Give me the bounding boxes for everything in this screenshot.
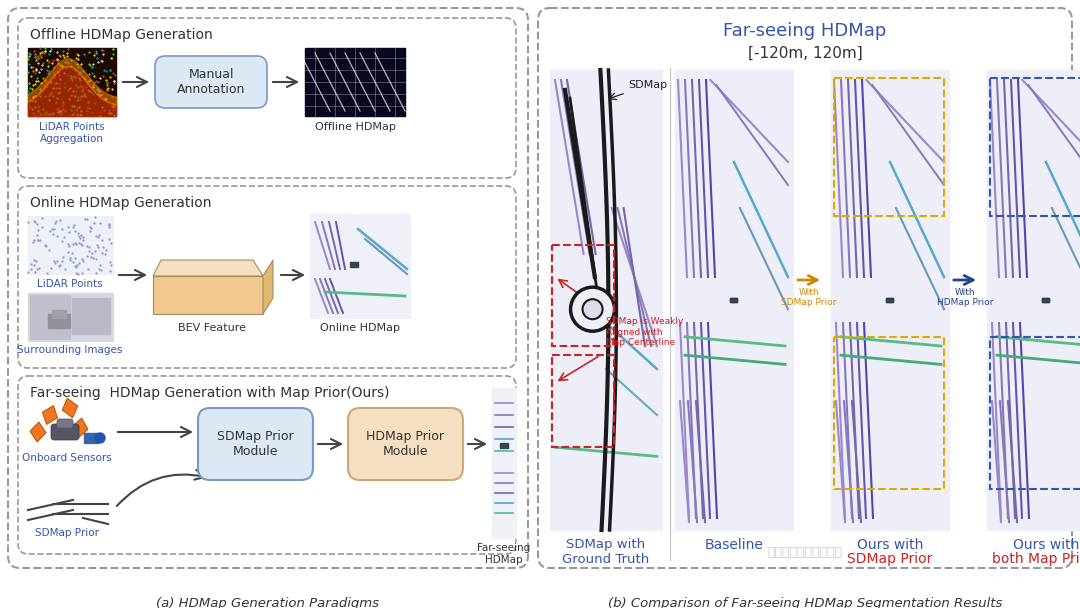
FancyBboxPatch shape — [538, 8, 1072, 568]
FancyBboxPatch shape — [198, 408, 313, 480]
FancyBboxPatch shape — [57, 419, 73, 428]
Text: 公众号：自动驾驶之心: 公众号：自动驾驶之心 — [768, 546, 842, 559]
Bar — [552, 245, 613, 346]
Bar — [28, 216, 113, 274]
Bar — [72, 298, 110, 334]
Text: both Map Priors: both Map Priors — [991, 552, 1080, 566]
Bar — [552, 355, 613, 447]
Text: Ours with: Ours with — [856, 538, 923, 552]
Bar — [500, 443, 508, 448]
Circle shape — [95, 433, 105, 443]
Text: HDMap Prior
Module: HDMap Prior Module — [366, 430, 444, 458]
FancyBboxPatch shape — [886, 298, 894, 303]
Polygon shape — [72, 418, 87, 438]
Text: (b) Comparison of Far-seeing HDMap Segmentation Results: (b) Comparison of Far-seeing HDMap Segme… — [608, 597, 1002, 608]
Circle shape — [570, 287, 615, 331]
Text: With
HDMap Prior: With HDMap Prior — [936, 288, 994, 308]
Bar — [550, 70, 662, 530]
Text: Surrounding Images: Surrounding Images — [17, 345, 123, 355]
Text: Far-seeing HDMap: Far-seeing HDMap — [724, 22, 887, 40]
Bar — [675, 70, 793, 530]
Bar — [84, 433, 98, 443]
Text: Offline HDMap Generation: Offline HDMap Generation — [30, 28, 213, 42]
Text: Manual
Annotation: Manual Annotation — [177, 68, 245, 96]
FancyBboxPatch shape — [730, 298, 738, 303]
FancyBboxPatch shape — [51, 424, 79, 440]
Bar — [48, 314, 70, 328]
Text: Online HDMap Generation: Online HDMap Generation — [30, 196, 212, 210]
FancyBboxPatch shape — [18, 376, 516, 554]
Text: Far-seeing  HDMap Generation with Map Prior(Ours): Far-seeing HDMap Generation with Map Pri… — [30, 386, 390, 400]
FancyBboxPatch shape — [156, 56, 267, 108]
Bar — [30, 295, 70, 339]
Text: Far-seeing
HDMap: Far-seeing HDMap — [477, 543, 530, 565]
Text: With
SDMap Prior: With SDMap Prior — [781, 288, 837, 308]
Bar — [310, 214, 410, 318]
Polygon shape — [63, 398, 78, 418]
Bar — [492, 388, 516, 538]
Text: Online HDMap: Online HDMap — [320, 323, 400, 333]
Text: (a) HDMap Generation Paradigms: (a) HDMap Generation Paradigms — [157, 597, 379, 608]
FancyBboxPatch shape — [18, 18, 516, 178]
Text: SDMap with
Ground Truth: SDMap with Ground Truth — [563, 538, 650, 566]
Polygon shape — [153, 276, 264, 314]
Text: SDMap Prior: SDMap Prior — [848, 552, 933, 566]
FancyBboxPatch shape — [348, 408, 463, 480]
Text: Baseline: Baseline — [704, 538, 764, 552]
Polygon shape — [42, 406, 57, 424]
Bar — [52, 310, 66, 318]
Text: [-120m, 120m]: [-120m, 120m] — [747, 46, 862, 61]
Bar — [831, 70, 949, 530]
Polygon shape — [153, 260, 264, 276]
Text: SDMap Prior: SDMap Prior — [35, 528, 99, 538]
Bar — [990, 337, 1080, 489]
Polygon shape — [264, 260, 273, 314]
Bar — [28, 293, 113, 341]
Bar — [987, 70, 1080, 530]
Text: SDMap: SDMap — [609, 80, 667, 100]
Bar — [834, 78, 944, 216]
Bar — [305, 48, 405, 116]
Text: SDMap is Weakly
Aligned with
Map Centerline: SDMap is Weakly Aligned with Map Centerl… — [606, 317, 684, 347]
FancyBboxPatch shape — [8, 8, 528, 568]
Bar — [350, 262, 357, 267]
Text: LiDAR Points
Aggregation: LiDAR Points Aggregation — [39, 122, 105, 143]
FancyBboxPatch shape — [1042, 298, 1050, 303]
Polygon shape — [30, 422, 46, 442]
Text: BEV Feature: BEV Feature — [178, 323, 246, 333]
Text: LiDAR Points: LiDAR Points — [37, 279, 103, 289]
Text: Onboard Sensors: Onboard Sensors — [22, 453, 112, 463]
Text: SDMap Prior
Module: SDMap Prior Module — [217, 430, 294, 458]
Bar — [834, 337, 944, 489]
Text: Offline HDMap: Offline HDMap — [314, 122, 395, 132]
Bar — [28, 48, 116, 116]
Text: Ours with: Ours with — [1013, 538, 1079, 552]
FancyBboxPatch shape — [18, 186, 516, 368]
Bar — [990, 78, 1080, 216]
Circle shape — [582, 299, 603, 319]
